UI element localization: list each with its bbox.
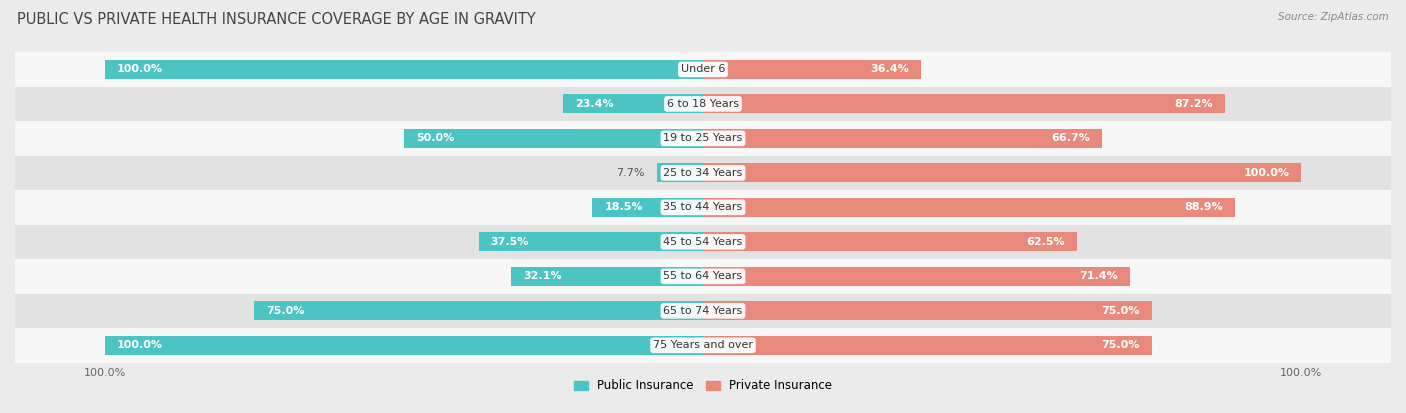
Text: 65 to 74 Years: 65 to 74 Years [664, 306, 742, 316]
Bar [15, 156, 1391, 190]
Text: 25 to 34 Years: 25 to 34 Years [664, 168, 742, 178]
Text: 6 to 18 Years: 6 to 18 Years [666, 99, 740, 109]
Text: 18.5%: 18.5% [605, 202, 643, 212]
Bar [15, 190, 1391, 225]
Bar [104, 336, 703, 355]
Text: Under 6: Under 6 [681, 64, 725, 74]
Text: 7.7%: 7.7% [616, 168, 645, 178]
Text: PUBLIC VS PRIVATE HEALTH INSURANCE COVERAGE BY AGE IN GRAVITY: PUBLIC VS PRIVATE HEALTH INSURANCE COVER… [17, 12, 536, 27]
Text: 23.4%: 23.4% [575, 99, 613, 109]
Text: 55 to 64 Years: 55 to 64 Years [664, 271, 742, 281]
Text: 50.0%: 50.0% [416, 133, 454, 143]
Bar [15, 259, 1391, 294]
Bar [657, 164, 703, 183]
Bar [15, 52, 1391, 87]
Bar [15, 328, 1391, 363]
Text: 36.4%: 36.4% [870, 64, 908, 74]
Text: 75 Years and over: 75 Years and over [652, 340, 754, 350]
Bar [15, 87, 1391, 121]
Legend: Public Insurance, Private Insurance: Public Insurance, Private Insurance [569, 375, 837, 397]
Text: 87.2%: 87.2% [1174, 99, 1213, 109]
Bar [104, 60, 703, 79]
Text: 71.4%: 71.4% [1080, 271, 1118, 281]
Bar [15, 225, 1391, 259]
Bar [404, 129, 703, 148]
Text: 75.0%: 75.0% [266, 306, 305, 316]
Bar [592, 198, 703, 217]
Text: 100.0%: 100.0% [117, 64, 163, 74]
Text: 19 to 25 Years: 19 to 25 Years [664, 133, 742, 143]
Text: 62.5%: 62.5% [1026, 237, 1064, 247]
Bar [254, 301, 703, 320]
Text: 32.1%: 32.1% [523, 271, 561, 281]
Bar [703, 60, 921, 79]
Text: Source: ZipAtlas.com: Source: ZipAtlas.com [1278, 12, 1389, 22]
Bar [703, 129, 1102, 148]
Bar [703, 301, 1152, 320]
Bar [15, 294, 1391, 328]
Bar [703, 336, 1152, 355]
Bar [703, 198, 1234, 217]
Text: 88.9%: 88.9% [1184, 202, 1223, 212]
Bar [703, 164, 1302, 183]
Bar [562, 95, 703, 114]
Text: 100.0%: 100.0% [1243, 168, 1289, 178]
Bar [703, 267, 1130, 286]
Text: 35 to 44 Years: 35 to 44 Years [664, 202, 742, 212]
Bar [478, 233, 703, 252]
Text: 45 to 54 Years: 45 to 54 Years [664, 237, 742, 247]
Text: 37.5%: 37.5% [491, 237, 529, 247]
Bar [15, 121, 1391, 156]
Bar [510, 267, 703, 286]
Bar [703, 233, 1077, 252]
Text: 66.7%: 66.7% [1052, 133, 1090, 143]
Text: 75.0%: 75.0% [1101, 340, 1140, 350]
Text: 100.0%: 100.0% [117, 340, 163, 350]
Bar [703, 95, 1225, 114]
Text: 75.0%: 75.0% [1101, 306, 1140, 316]
